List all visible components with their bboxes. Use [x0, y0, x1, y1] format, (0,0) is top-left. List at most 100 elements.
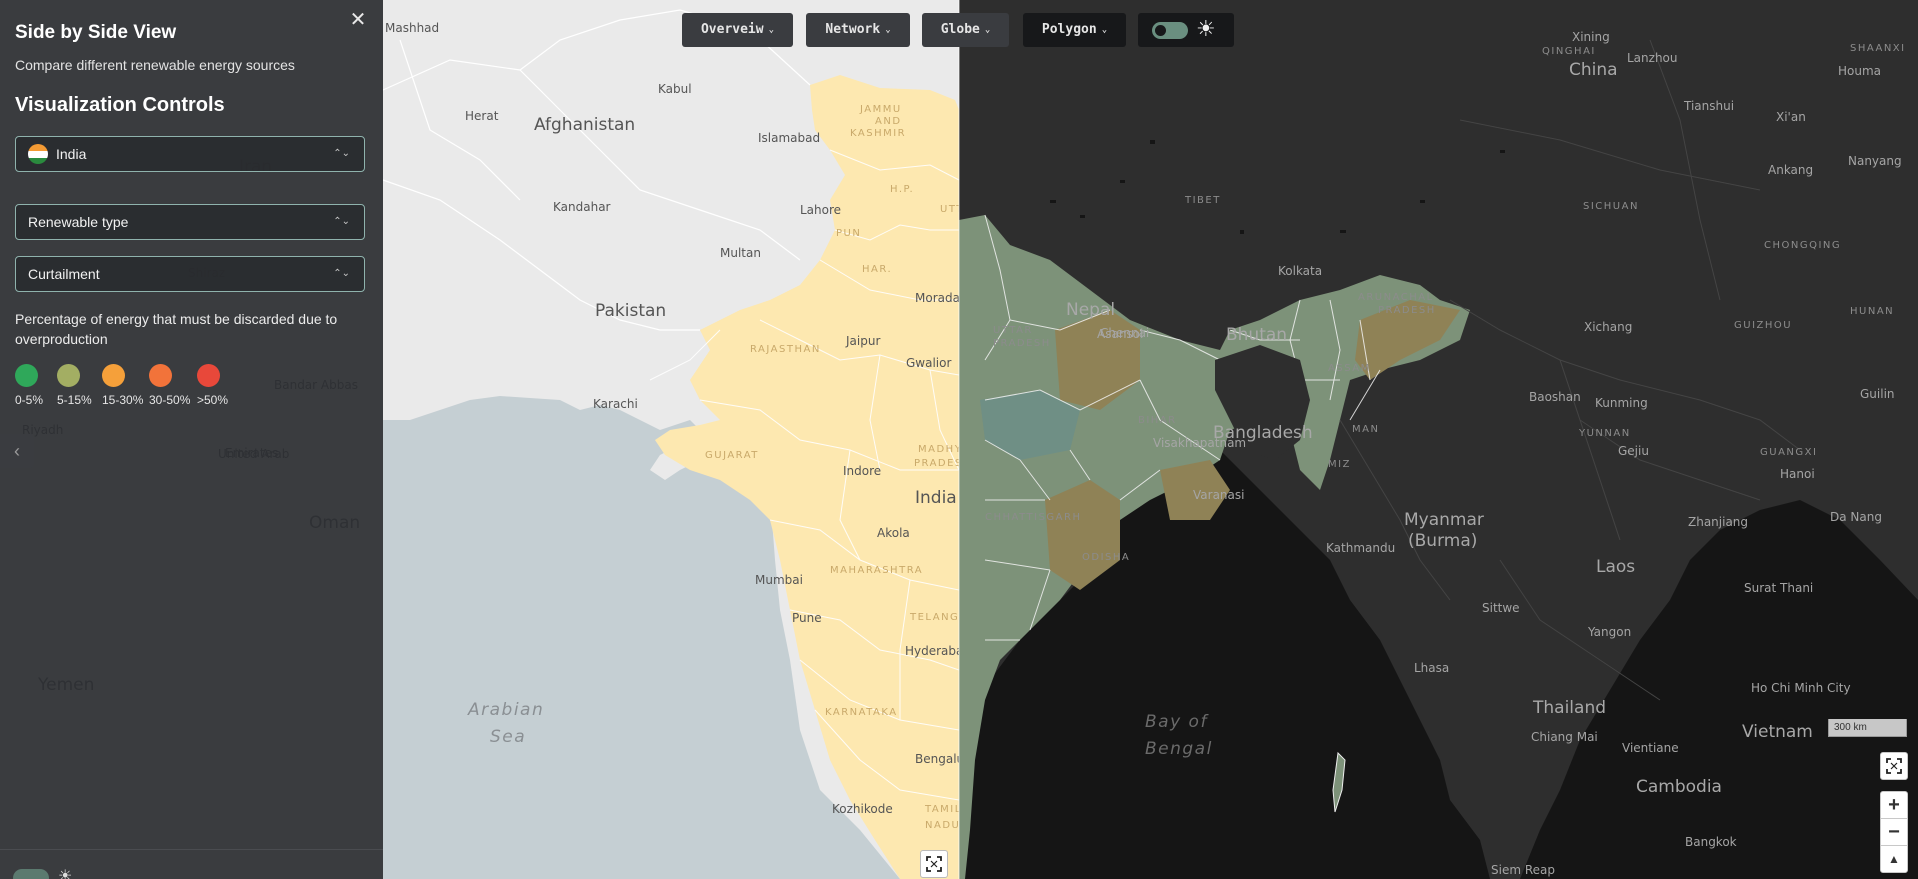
map-city-label: Vientiane [1622, 741, 1679, 755]
map-city-label: Mashhad [385, 21, 439, 35]
map-region-label: CHONGQING [1764, 240, 1841, 251]
map-city-label: Lhasa [1414, 661, 1449, 675]
map-city-label: Kolkata [1278, 264, 1322, 278]
legend-label: 30-50% [149, 393, 191, 407]
legend-item: 0-5% [15, 364, 44, 407]
map-region-label: KASHMIR [850, 128, 906, 139]
map-country-label: Afghanistan [534, 115, 635, 135]
map-city-label: Kozhikode [832, 802, 893, 816]
panel-title: Side by Side View [15, 22, 177, 43]
map-city-label: Baoshan [1529, 390, 1581, 404]
map-region-label: UTT [940, 204, 964, 215]
globe-button[interactable]: Globe ⌄ [922, 13, 1009, 47]
legend-item: >50% [197, 364, 228, 407]
map-country-label: Nepal [1066, 300, 1115, 320]
map-city-label: Chiang Mai [1531, 730, 1598, 744]
map-country-label: India [915, 488, 957, 508]
map-city-label: Gwalior [906, 356, 951, 370]
map-city-label: Lanzhou [1627, 51, 1678, 65]
map-region-label: PUN [836, 228, 861, 239]
close-icon[interactable]: ✕ [349, 9, 367, 31]
map-region-label: PRADESH [914, 458, 972, 469]
map-region-label: ARUNACHAL [1358, 292, 1434, 303]
map-region-label: ODISHA [1082, 552, 1130, 563]
compass-icon: ▲ [1888, 852, 1900, 866]
chevron-down-icon: ⌄ [768, 25, 775, 35]
map-region-label: SHAANXI [1850, 43, 1906, 54]
legend-item: 5-15% [57, 364, 92, 407]
map-city-label: Zhanjiang [1688, 515, 1748, 529]
map-water-label: Bengal [1145, 739, 1213, 759]
map-country-label: Bangladesh [1213, 423, 1313, 443]
legend-item: 30-50% [149, 364, 191, 407]
scale-bar: 300 km [1828, 719, 1907, 737]
map-city-label: Karachi [593, 397, 638, 411]
map-city-label: Multan [720, 246, 761, 260]
map-region-label: UTTAR [993, 325, 1033, 336]
chevron-updown-icon: ⌃⌄ [333, 268, 350, 279]
map-city-label: Xi'an [1776, 110, 1806, 124]
sun-icon: ☀ [1196, 16, 1216, 41]
polygon-button[interactable]: Polygon ⌄ [1023, 13, 1126, 47]
map-country-label: Vietnam [1742, 722, 1813, 742]
collapse-panel-button[interactable]: ‹ [0, 434, 34, 468]
map-city-label: Gejiu [1618, 444, 1649, 458]
legend-label: 5-15% [57, 393, 92, 407]
chevron-updown-icon: ⌃⌄ [333, 148, 350, 159]
map-country-label: Pakistan [595, 301, 666, 321]
metric-select[interactable]: Curtailment ⌃⌄ [15, 256, 365, 292]
network-button[interactable]: Network ⌄ [806, 13, 910, 47]
map-city-label: Mumbai [755, 573, 803, 587]
map-region-label: HUNAN [1850, 306, 1894, 317]
map-city-label: Yangon [1587, 625, 1631, 639]
overview-button[interactable]: Overveiw ⌄ [682, 13, 793, 47]
map-city-label: Islamabad [758, 131, 820, 145]
map-city-label: Bangkok [1685, 835, 1737, 849]
map-region-label: H.P. [890, 184, 914, 195]
map-city-label: Visakhapatnam [1153, 436, 1246, 450]
map-city-label: Akola [877, 526, 910, 540]
map-region-label: MADHYA [918, 444, 970, 455]
map-region-label: TELANGANA [909, 612, 985, 623]
map-city-label: Varanasi [1193, 488, 1244, 502]
india-flag-icon [28, 144, 48, 165]
zoom-in-button[interactable]: + [1880, 791, 1908, 819]
renewable-type-select[interactable]: Renewable type ⌃⌄ [15, 204, 365, 240]
legend-label: 0-5% [15, 393, 44, 407]
map-region-label: QINGHAI [1542, 46, 1596, 57]
map-city-label: Asansol [1097, 327, 1143, 341]
map-region-label: MAN [1352, 424, 1379, 435]
legend-swatch [102, 364, 125, 387]
map-region-label: KARNATAKA [825, 707, 898, 718]
network-label: Network [825, 22, 881, 37]
chevron-left-icon: ‹ [14, 441, 20, 461]
map-country-label: China [1569, 60, 1618, 80]
fullscreen-button[interactable] [1880, 752, 1908, 780]
chevron-down-icon: ⌄ [885, 25, 891, 35]
polygon-label: Polygon [1041, 22, 1097, 37]
map-city-label: Siem Reap [1491, 863, 1555, 877]
map-water-label: Sea [490, 727, 526, 747]
map-water-label: Bay of [1145, 712, 1209, 732]
map-country-label: Bhutan [1226, 325, 1287, 345]
compass-button[interactable]: ▲ [1880, 845, 1908, 873]
map-region-label: TAMIL [924, 804, 962, 815]
map-region-label: GUIZHOU [1734, 320, 1792, 331]
country-select-value: India [56, 146, 87, 162]
divider [0, 849, 383, 850]
map-city-label: Xichang [1584, 320, 1632, 334]
zoom-out-button[interactable]: − [1880, 818, 1908, 846]
map-city-label: Hyderabad [905, 644, 971, 658]
map-city-label: Surat Thani [1744, 581, 1813, 595]
sidebar-theme-toggle[interactable] [13, 869, 49, 879]
map-region-label: CHHATTISGARH [985, 512, 1081, 523]
fullscreen-left-button[interactable] [920, 850, 948, 878]
country-select[interactable]: India ⌃⌄ [15, 136, 365, 172]
renewable-type-value: Renewable type [28, 214, 129, 230]
theme-toggle[interactable] [1152, 22, 1188, 39]
map-region-label: GUJARAT [705, 450, 759, 461]
map-city-label: Kunming [1595, 396, 1648, 410]
map-city-label: Houma [1838, 64, 1881, 78]
overview-label: Overveiw [700, 22, 764, 37]
globe-label: Globe [940, 22, 980, 37]
